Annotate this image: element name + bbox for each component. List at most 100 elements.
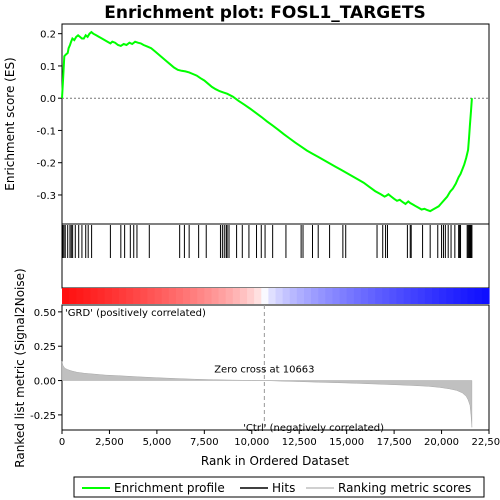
colorbar-segment	[97, 288, 106, 304]
colorbar-segment	[261, 288, 269, 304]
colorbar-segment	[389, 288, 398, 304]
x-axis-ticks: 0 2,500 5,000 7,500 10,000 12,500 15,000 17,500…	[59, 430, 500, 448]
colorbar-segment	[282, 288, 291, 304]
colorbar-segment	[133, 288, 141, 304]
colorbar-segment	[161, 288, 170, 304]
colorbar-segment	[204, 288, 213, 304]
colorbar-segment	[360, 288, 369, 304]
es-panel-frame	[61, 23, 490, 225]
colorbar-segment	[453, 288, 462, 304]
colorbar-segment	[190, 288, 198, 304]
legend: Enrichment profile Hits Ranking metric s…	[73, 476, 485, 498]
colorbar-segment	[332, 288, 341, 304]
colorbar-segment	[382, 288, 390, 304]
colorbar-segment	[296, 288, 305, 304]
hits-panel-frame	[61, 223, 490, 289]
colorbar-segment	[446, 288, 455, 304]
colorbar-segment	[197, 288, 205, 304]
hit-lines	[62, 225, 473, 258]
colorbar-segment	[168, 288, 177, 304]
x-tick-label: 20,000	[424, 437, 459, 448]
metric-panel-frame	[61, 304, 490, 431]
colorbar-segment	[140, 288, 148, 304]
ranking-metric-area	[61, 361, 473, 428]
colorbar-segment	[247, 288, 255, 304]
x-tick-label: 0	[59, 437, 65, 448]
colorbar-segment	[147, 288, 156, 304]
colorbar-segment	[211, 288, 220, 304]
legend-ranking-label: Ranking metric scores	[338, 481, 471, 495]
colorbar-segment	[62, 288, 70, 304]
colorbar-segment	[175, 288, 184, 304]
colorbar-segment	[69, 288, 77, 304]
colorbar-segment	[111, 288, 120, 304]
metric-y-axis-label: Ranked list metric (Signal2Noise)	[13, 268, 27, 467]
colorbar-segment	[268, 288, 277, 304]
colorbar-segment	[396, 288, 405, 304]
colorbar-segment	[432, 288, 440, 304]
colorbar-segment	[417, 288, 426, 304]
colorbar-segment	[474, 288, 483, 304]
es-y-tick-label: -0.2	[36, 159, 56, 170]
colorbar-segment	[460, 288, 469, 304]
rank-colorbar	[62, 288, 490, 304]
es-y-tick-label: 0.0	[40, 94, 56, 105]
x-tick-label: 17,500	[377, 437, 412, 448]
es-y-axis-label: Enrichment score (ES)	[3, 57, 17, 190]
colorbar-segment	[303, 288, 312, 304]
hits-panel	[61, 223, 490, 304]
es-y-tick-label: -0.1	[36, 126, 56, 137]
colorbar-segment	[90, 288, 99, 304]
metric-panel: Zero cross at 10663 'GRD' (positively co…	[13, 268, 490, 468]
colorbar-segment	[218, 288, 227, 304]
x-tick-label: 22,500	[472, 437, 500, 448]
colorbar-segment	[424, 288, 433, 304]
colorbar-segment	[104, 288, 113, 304]
colorbar-segment	[311, 288, 319, 304]
x-axis-label: Rank in Ordered Dataset	[201, 454, 349, 468]
colorbar-segment	[439, 288, 447, 304]
chart-title: Enrichment plot: FOSL1_TARGETS	[104, 3, 425, 23]
colorbar-segment	[76, 288, 84, 304]
es-y-tick-label: 0.2	[40, 30, 56, 41]
colorbar-segment	[232, 288, 241, 304]
x-tick-label: 10,000	[234, 437, 269, 448]
colorbar-segment	[410, 288, 419, 304]
negative-correlated-label: 'Ctrl' (negatively correlated)	[243, 423, 384, 434]
zero-cross-label: Zero cross at 10663	[214, 365, 314, 376]
x-tick-label: 7,500	[190, 437, 219, 448]
legend-frame	[73, 476, 485, 498]
colorbar-segment	[481, 288, 490, 304]
metric-y-tick-label: 0.25	[34, 342, 56, 353]
colorbar-segment	[239, 288, 248, 304]
es-panel: -0.3 -0.2 -0.1 0.0 0.1 0.2 Enrichment score (…	[3, 23, 490, 225]
colorbar-segment	[375, 288, 383, 304]
colorbar-segment	[368, 288, 376, 304]
metric-y-tick-label: -0.25	[30, 411, 56, 422]
colorbar-segment	[83, 288, 92, 304]
enrichment-profile-line	[61, 30, 473, 213]
x-tick-label: 12,500	[282, 437, 317, 448]
colorbar-segment	[467, 288, 476, 304]
colorbar-segment	[275, 288, 284, 304]
colorbar-segment	[403, 288, 412, 304]
metric-y-tick-label: 0.00	[34, 377, 56, 388]
es-y-ticks: -0.3 -0.2 -0.1 0.0 0.1 0.2	[36, 30, 62, 202]
colorbar-segment	[225, 288, 234, 304]
x-tick-label: 2,500	[95, 437, 124, 448]
colorbar-segment	[318, 288, 326, 304]
legend-hits-label: Hits	[272, 481, 295, 495]
colorbar-segment	[254, 288, 262, 304]
es-y-tick-label: 0.1	[40, 62, 56, 73]
colorbar-segment	[182, 288, 191, 304]
metric-y-ticks: -0.25 0.00 0.25 0.50	[30, 308, 62, 422]
metric-y-tick-label: 0.50	[34, 308, 56, 319]
x-tick-label: 5,000	[143, 437, 172, 448]
colorbar-segment	[126, 288, 134, 304]
colorbar-segment	[118, 288, 127, 304]
es-y-tick-label: -0.3	[36, 191, 56, 202]
colorbar-segment	[289, 288, 298, 304]
colorbar-segment	[325, 288, 334, 304]
colorbar-segment	[346, 288, 355, 304]
